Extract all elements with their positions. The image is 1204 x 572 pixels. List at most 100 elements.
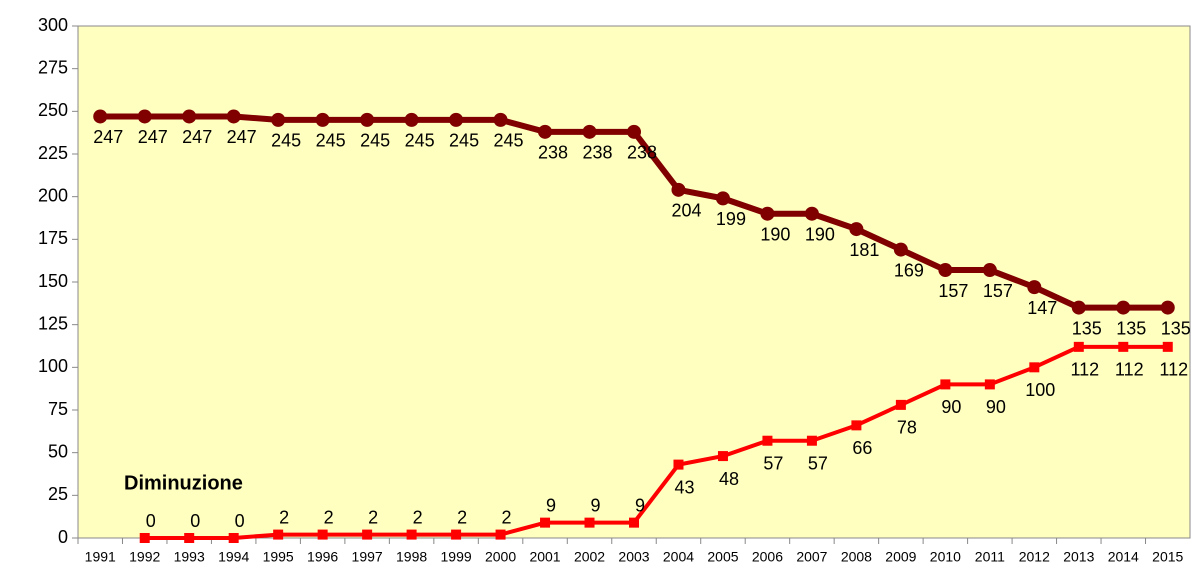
data-label: 190 xyxy=(760,224,790,244)
data-label: 57 xyxy=(763,453,783,473)
data-label: 9 xyxy=(635,495,645,515)
marker xyxy=(851,420,862,431)
marker xyxy=(1160,300,1175,315)
marker xyxy=(493,112,508,127)
data-label: 157 xyxy=(938,281,968,301)
x-tick-label: 1999 xyxy=(441,549,472,565)
data-label: 2 xyxy=(368,507,378,527)
marker xyxy=(495,529,506,540)
marker xyxy=(93,109,108,124)
data-label: 245 xyxy=(316,131,346,151)
data-label: 245 xyxy=(494,131,524,151)
data-label: 245 xyxy=(449,131,479,151)
annotation: Diminuzione xyxy=(124,472,243,494)
marker xyxy=(1029,362,1040,373)
marker xyxy=(717,451,728,462)
y-tick-label: 250 xyxy=(38,100,68,120)
data-label: 100 xyxy=(1025,380,1055,400)
data-label: 135 xyxy=(1116,318,1146,338)
data-label: 2 xyxy=(502,507,512,527)
x-tick-label: 2013 xyxy=(1063,549,1094,565)
marker xyxy=(1162,341,1173,352)
marker xyxy=(406,529,417,540)
marker xyxy=(806,435,817,446)
x-tick-label: 2012 xyxy=(1019,549,1050,565)
marker xyxy=(804,206,819,221)
marker xyxy=(1073,341,1084,352)
marker xyxy=(895,399,906,410)
marker xyxy=(273,529,284,540)
x-tick-label: 1992 xyxy=(129,549,160,565)
data-label: 2 xyxy=(324,507,334,527)
x-tick-label: 2004 xyxy=(663,549,694,565)
marker xyxy=(984,379,995,390)
x-tick-label: 2008 xyxy=(841,549,872,565)
y-tick-label: 275 xyxy=(38,57,68,77)
marker xyxy=(1116,300,1131,315)
x-tick-label: 1997 xyxy=(352,549,383,565)
marker xyxy=(451,529,462,540)
marker xyxy=(449,112,464,127)
marker xyxy=(271,112,286,127)
x-tick-label: 2010 xyxy=(930,549,961,565)
data-label: 78 xyxy=(897,418,917,438)
y-tick-label: 100 xyxy=(38,356,68,376)
marker xyxy=(849,222,864,237)
data-label: 238 xyxy=(582,143,612,163)
y-tick-label: 200 xyxy=(38,185,68,205)
marker xyxy=(940,379,951,390)
marker xyxy=(228,533,239,543)
data-label: 66 xyxy=(852,438,872,458)
x-tick-label: 1991 xyxy=(85,549,116,565)
x-tick-label: 1993 xyxy=(174,549,205,565)
data-label: 43 xyxy=(674,477,694,497)
data-label: 2 xyxy=(413,507,423,527)
marker xyxy=(404,112,419,127)
marker xyxy=(226,109,241,124)
marker xyxy=(762,435,773,446)
data-label: 190 xyxy=(805,224,835,244)
y-tick-label: 175 xyxy=(38,228,68,248)
marker xyxy=(182,109,197,124)
y-tick-label: 75 xyxy=(48,399,68,419)
data-label: 247 xyxy=(182,127,212,147)
data-label: 112 xyxy=(1115,360,1144,380)
data-label: 9 xyxy=(546,495,556,515)
data-label: 2 xyxy=(457,507,467,527)
data-label: 247 xyxy=(227,127,257,147)
data-label: 0 xyxy=(190,511,200,531)
y-tick-label: 150 xyxy=(38,271,68,291)
marker xyxy=(1027,280,1042,295)
marker xyxy=(360,112,375,127)
x-tick-label: 1998 xyxy=(396,549,427,565)
data-label: 135 xyxy=(1161,318,1191,338)
marker xyxy=(1071,300,1086,315)
data-label: 135 xyxy=(1072,318,1102,338)
data-label: 238 xyxy=(627,143,657,163)
data-label: 247 xyxy=(138,127,168,147)
data-label: 199 xyxy=(716,209,746,229)
x-tick-label: 2015 xyxy=(1152,549,1183,565)
marker xyxy=(1118,341,1129,352)
marker xyxy=(893,242,908,257)
data-label: 147 xyxy=(1027,298,1057,318)
x-tick-label: 2002 xyxy=(574,549,605,565)
x-tick-label: 2009 xyxy=(885,549,916,565)
y-tick-label: 25 xyxy=(48,484,68,504)
marker xyxy=(362,529,373,540)
x-tick-label: 2000 xyxy=(485,549,516,565)
marker xyxy=(715,191,730,206)
x-tick-label: 2014 xyxy=(1108,549,1139,565)
data-label: 9 xyxy=(591,495,601,515)
plot-area xyxy=(77,25,1191,539)
marker xyxy=(538,124,553,139)
marker xyxy=(673,459,684,470)
marker xyxy=(627,124,641,139)
data-label: 112 xyxy=(1159,360,1188,380)
data-label: 90 xyxy=(941,397,961,417)
y-tick-label: 225 xyxy=(38,143,68,163)
x-tick-label: 2001 xyxy=(529,549,560,565)
data-label: 48 xyxy=(719,469,739,489)
marker xyxy=(139,533,150,543)
